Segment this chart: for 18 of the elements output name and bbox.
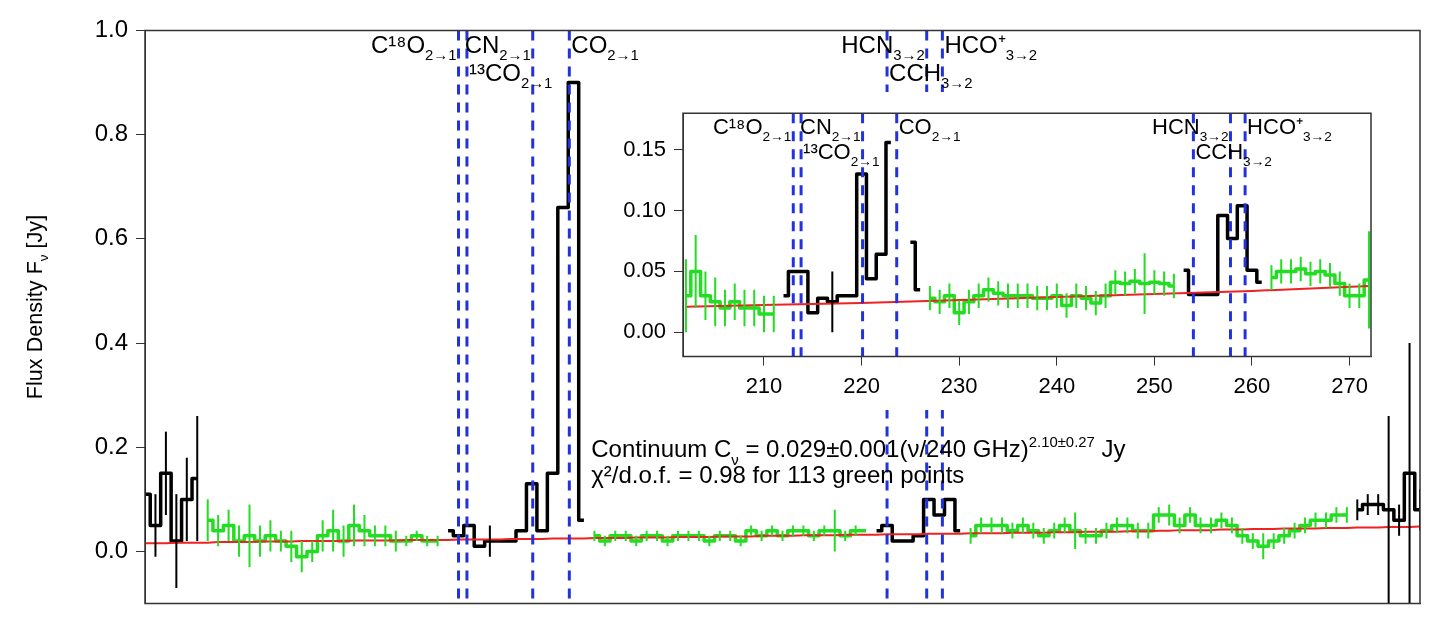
x-tick-label: 260: [1233, 372, 1271, 398]
x-tick-label: 230: [940, 372, 978, 398]
y-tick-label: 0.6: [94, 223, 128, 251]
y-tick-label: 1.0: [94, 15, 128, 43]
x-tick-label: 210: [745, 372, 783, 398]
y-tick-label: 0.0: [94, 536, 128, 564]
y-tick-label: 0.8: [94, 119, 128, 147]
x-tick-label: 270: [1331, 372, 1368, 398]
x-tick-label: 240: [1038, 372, 1076, 398]
y-tick-label: 0.2: [94, 431, 128, 459]
y-tick-label: 0.05: [623, 257, 666, 283]
x-tick-label: 250: [1135, 372, 1173, 398]
y-tick-label: 0.4: [94, 327, 128, 355]
y-axis-title: Flux Density Fν [Jy]: [22, 214, 52, 400]
y-tick-label: 0.15: [623, 135, 666, 161]
x-tick-label: 220: [843, 372, 880, 398]
y-tick-label: 0.00: [623, 318, 666, 344]
y-tick-label: 0.10: [623, 196, 666, 222]
